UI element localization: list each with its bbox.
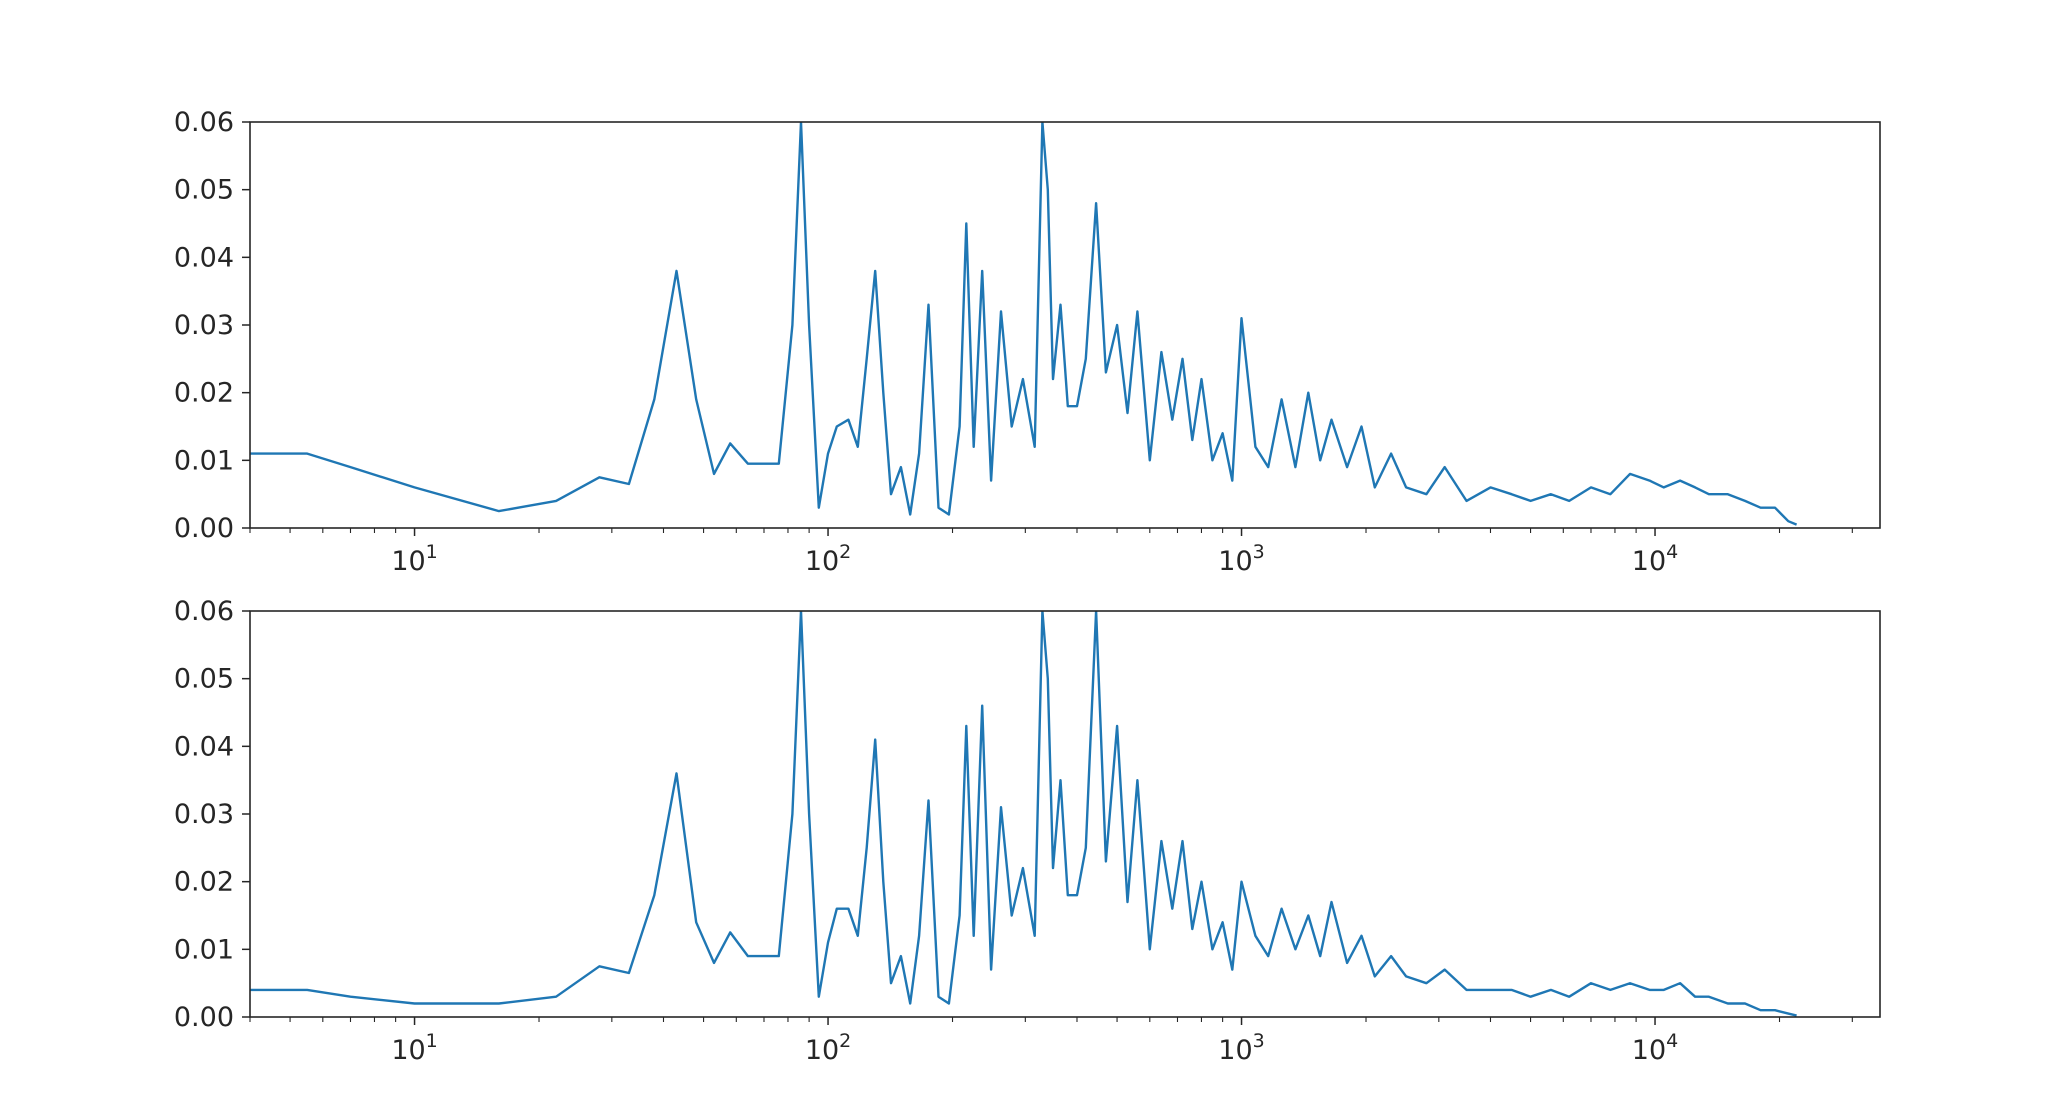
- x-tick-base: 10: [391, 1035, 425, 1066]
- x-tick-base: 10: [1218, 1035, 1252, 1066]
- x-tick-exponent: 2: [839, 1030, 851, 1052]
- y-tick-label: 0.02: [174, 378, 234, 409]
- axes-frame: [249, 121, 1881, 529]
- y-tick-label: 0.01: [174, 934, 234, 965]
- y-tick-label: 0.04: [174, 242, 234, 273]
- x-tick-base: 10: [805, 546, 839, 577]
- y-tick-label: 0.03: [174, 799, 234, 830]
- y-tick-label: 0.03: [174, 310, 234, 341]
- x-tick-exponent: 1: [426, 1030, 438, 1052]
- y-tick-label: 0.00: [174, 1002, 234, 1033]
- x-tick-label: 102: [805, 1030, 851, 1066]
- x-tick-exponent: 4: [1666, 541, 1678, 563]
- axes-frame: [249, 610, 1881, 1018]
- y-tick-label: 0.02: [174, 867, 234, 898]
- x-tick-label: 103: [1218, 1030, 1264, 1066]
- y-tick-label: 0.06: [174, 107, 234, 138]
- x-tick-label: 102: [805, 541, 851, 577]
- x-tick-exponent: 4: [1666, 1030, 1678, 1052]
- x-tick-exponent: 3: [1253, 541, 1265, 563]
- y-tick-label: 0.00: [174, 513, 234, 544]
- x-tick-exponent: 1: [426, 541, 438, 563]
- y-tick-label: 0.05: [174, 664, 234, 695]
- x-tick-base: 10: [391, 546, 425, 577]
- y-tick-label: 0.06: [174, 596, 234, 627]
- y-tick-label: 0.04: [174, 731, 234, 762]
- x-tick-base: 10: [1632, 1035, 1666, 1066]
- x-tick-label: 104: [1632, 541, 1678, 577]
- x-tick-label: 101: [391, 1030, 437, 1066]
- x-tick-label: 101: [391, 541, 437, 577]
- x-tick-base: 10: [1632, 546, 1666, 577]
- x-tick-label: 103: [1218, 541, 1264, 577]
- x-tick-exponent: 3: [1253, 1030, 1265, 1052]
- x-tick-exponent: 2: [839, 541, 851, 563]
- x-tick-base: 10: [805, 1035, 839, 1066]
- x-tick-label: 104: [1632, 1030, 1678, 1066]
- y-tick-label: 0.05: [174, 175, 234, 206]
- y-tick-label: 0.01: [174, 445, 234, 476]
- x-tick-base: 10: [1218, 546, 1252, 577]
